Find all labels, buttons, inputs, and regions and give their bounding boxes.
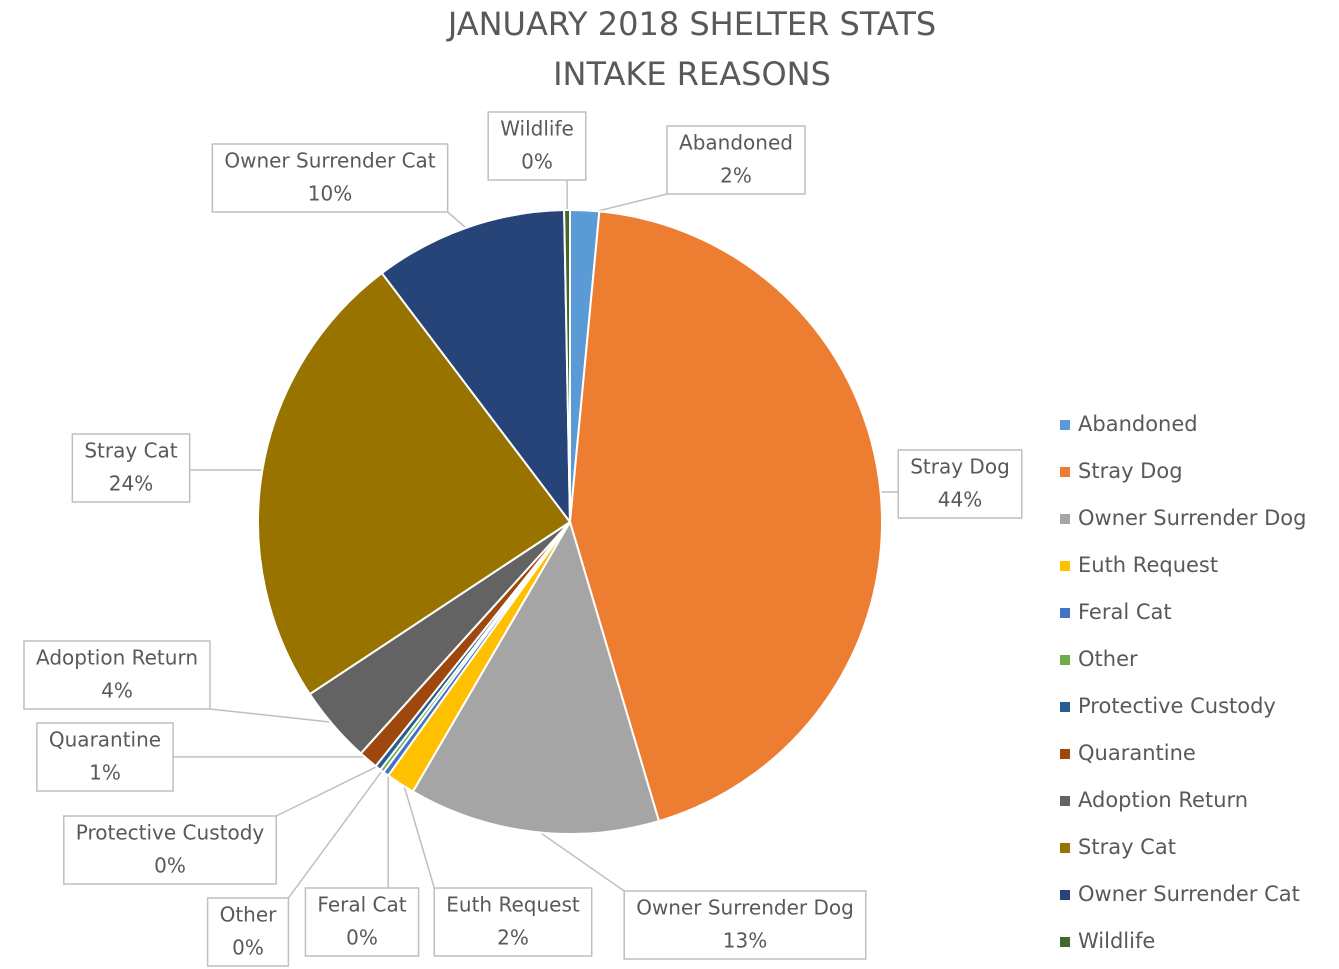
- data-label: Owner Surrender Dog 13%: [623, 890, 867, 960]
- label-value: 10%: [308, 182, 352, 206]
- leader-line: [287, 767, 385, 899]
- legend-swatch: [1060, 890, 1070, 900]
- label-box: [666, 125, 806, 195]
- legend-swatch: [1060, 843, 1070, 853]
- data-label: Adoption Return 4%: [23, 640, 211, 710]
- legend-label: Wildlife: [1078, 929, 1155, 953]
- label-value: 4%: [101, 679, 133, 703]
- label-box: [897, 449, 1023, 519]
- label-box: [71, 433, 191, 503]
- label-value: 0%: [232, 936, 264, 960]
- label-name: Stray Dog: [910, 455, 1010, 479]
- data-label: Protective Custody 0%: [63, 815, 277, 885]
- data-label: Euth Request 2%: [433, 887, 593, 957]
- leader-line: [532, 827, 625, 892]
- legend-label: Owner Surrender Dog: [1078, 506, 1306, 530]
- slice: [563, 208, 571, 523]
- label-value: 0%: [521, 150, 553, 174]
- legend-label: Other: [1078, 647, 1138, 671]
- legend-swatch: [1060, 796, 1070, 806]
- legend-swatch: [1060, 420, 1070, 430]
- legend-label: Abandoned: [1078, 412, 1198, 436]
- legend-label: Protective Custody: [1078, 694, 1276, 718]
- data-label: Stray Dog 44%: [897, 449, 1023, 519]
- label-name: Adoption Return: [36, 646, 198, 670]
- legend-swatch: [1060, 655, 1070, 665]
- leader-line: [209, 708, 337, 724]
- label-name: Euth Request: [446, 893, 580, 917]
- legend-label: Feral Cat: [1078, 600, 1172, 624]
- legend-label: Adoption Return: [1078, 788, 1248, 812]
- slice: [411, 519, 661, 835]
- legend-swatch: [1060, 702, 1070, 712]
- legend-label: Stray Cat: [1078, 835, 1176, 859]
- label-box: [433, 887, 593, 957]
- chart-subtitle: INTAKE REASONS: [553, 55, 831, 93]
- legend-label: Owner Surrender Cat: [1078, 882, 1300, 906]
- legend-swatch: [1060, 561, 1070, 571]
- data-label: Stray Cat 24%: [71, 433, 191, 503]
- label-value: 0%: [154, 854, 186, 878]
- data-labels: Abandoned 2% Stray Dog 44% Owner Surrender D…: [23, 111, 1023, 967]
- legend-label: Stray Dog: [1078, 459, 1183, 483]
- data-label: Owner Surrender Cat 10%: [211, 143, 449, 213]
- legend-swatch: [1060, 749, 1070, 759]
- legend-swatch: [1060, 467, 1070, 477]
- chart-title: JANUARY 2018 SHELTER STATS: [446, 5, 936, 43]
- data-label: Quarantine 1%: [36, 722, 174, 792]
- label-value: 24%: [109, 472, 153, 496]
- label-name: Feral Cat: [317, 893, 406, 917]
- label-value: 2%: [720, 164, 752, 188]
- data-label: Feral Cat 0%: [304, 887, 420, 957]
- label-box: [36, 722, 174, 792]
- legend: Abandoned Stray Dog Owner Surrender Dog Eut…: [1060, 412, 1306, 953]
- legend-label: Euth Request: [1078, 553, 1218, 577]
- label-name: Wildlife: [500, 117, 574, 141]
- label-name: Protective Custody: [76, 821, 265, 845]
- legend-swatch: [1060, 937, 1070, 947]
- data-label: Other 0%: [206, 897, 290, 967]
- label-box: [23, 640, 211, 710]
- slice: [568, 210, 883, 823]
- label-value: 13%: [723, 929, 767, 953]
- data-label: Wildlife 0%: [487, 111, 587, 181]
- label-name: Abandoned: [679, 131, 793, 155]
- label-box: [487, 111, 587, 181]
- legend-label: Quarantine: [1078, 741, 1196, 765]
- label-value: 1%: [89, 761, 121, 785]
- label-value: 2%: [497, 926, 529, 950]
- label-name: Owner Surrender Cat: [224, 149, 435, 173]
- legend-swatch: [1060, 514, 1070, 524]
- label-box: [211, 143, 449, 213]
- label-name: Stray Cat: [84, 439, 177, 463]
- label-box: [304, 887, 420, 957]
- pie: [257, 208, 883, 835]
- label-name: Quarantine: [49, 728, 161, 752]
- legend-swatch: [1060, 608, 1070, 618]
- data-label: Abandoned 2%: [666, 125, 806, 195]
- leader-line: [275, 764, 381, 817]
- slice: [380, 209, 572, 526]
- label-box: [63, 815, 277, 885]
- label-name: Owner Surrender Dog: [636, 896, 854, 920]
- slice: [257, 271, 572, 696]
- label-box: [206, 897, 290, 967]
- leader-line: [401, 780, 436, 889]
- label-value: 44%: [938, 488, 982, 512]
- label-name: Other: [220, 903, 278, 927]
- label-value: 0%: [346, 926, 378, 950]
- label-box: [623, 890, 867, 960]
